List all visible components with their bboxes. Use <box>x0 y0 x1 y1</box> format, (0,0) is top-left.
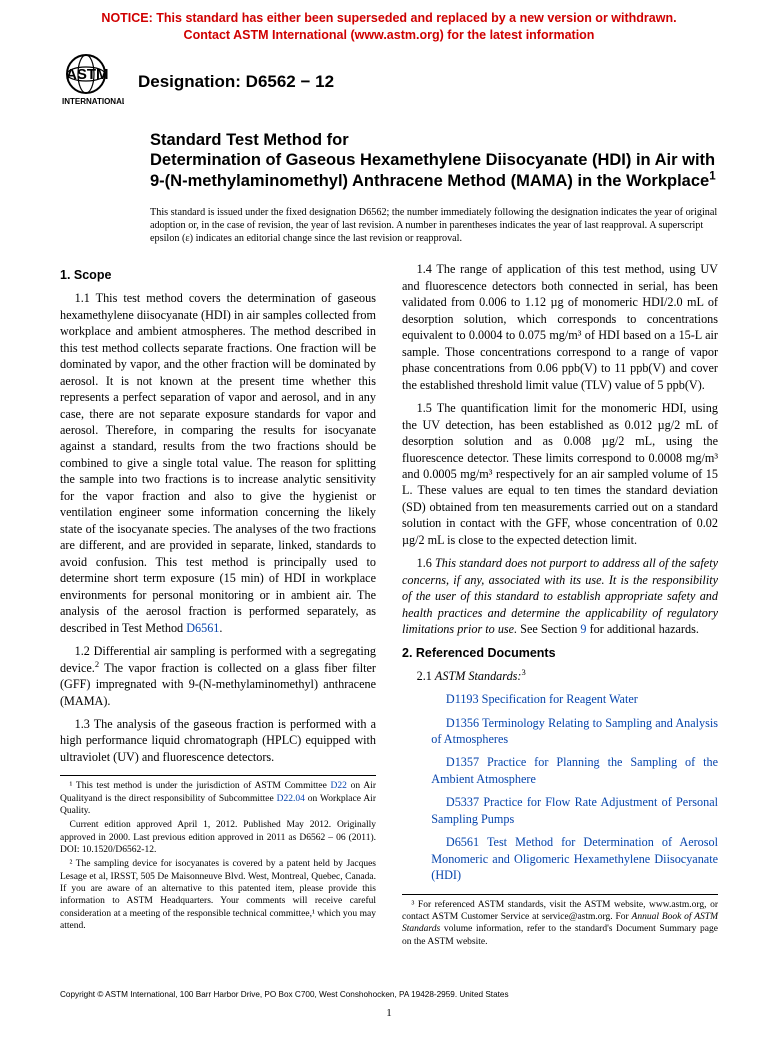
refs-heading: 2. Referenced Documents <box>402 645 718 662</box>
para-1-1-text: 1.1 This test method covers the determin… <box>60 291 376 634</box>
sup-3: 3 <box>521 667 525 677</box>
ref-d6561: D6561 Test Method for Determination of A… <box>402 834 718 883</box>
footnote-1b: Current edition approved April 1, 2012. … <box>60 819 376 856</box>
para-1-5: 1.5 The quantification limit for the mon… <box>402 400 718 548</box>
fn1-a: ¹ This test method is under the jurisdic… <box>70 781 331 791</box>
ref-d1356: D1356 Terminology Relating to Sampling a… <box>402 715 718 748</box>
footnote-3: ³ For referenced ASTM standards, visit t… <box>402 899 718 948</box>
ref-d5337: D5337 Practice for Flow Rate Adjustment … <box>402 794 718 827</box>
link-d22-04[interactable]: D22.04 <box>277 794 305 804</box>
para-1-6-a: 1.6 <box>417 556 435 570</box>
title-sup: 1 <box>709 171 715 183</box>
svg-text:ASTM: ASTM <box>66 66 109 83</box>
issuance-note: This standard is issued under the fixed … <box>0 196 778 256</box>
refs-sub: 2.1 ASTM Standards:3 <box>402 668 718 684</box>
para-1-6: 1.6 This standard does not purport to ad… <box>402 555 718 637</box>
title-block: Standard Test Method for Determination o… <box>0 112 778 196</box>
ref-code-2[interactable]: D1357 <box>446 755 479 769</box>
astm-logo: ASTM INTERNATIONAL <box>60 54 124 110</box>
para-1-6-b: See Section <box>517 622 580 636</box>
page-number: 1 <box>0 1007 778 1019</box>
para-1-1: 1.1 This test method covers the determin… <box>60 290 376 636</box>
ref-d1357: D1357 Practice for Planning the Sampling… <box>402 754 718 787</box>
title-main-text: Determination of Gaseous Hexamethylene D… <box>150 151 715 190</box>
body-columns: 1. Scope 1.1 This test method covers the… <box>0 255 778 958</box>
refs-sub-a: 2.1 <box>417 669 435 683</box>
ref-d1193: D1193 Specification for Reagent Water <box>402 691 718 707</box>
para-1-1-tail: . <box>219 621 222 635</box>
scope-heading: 1. Scope <box>60 267 376 284</box>
para-1-4: 1.4 The range of application of this tes… <box>402 261 718 393</box>
para-1-2-b: The vapor fraction is collected on a gla… <box>60 661 376 708</box>
ref-code-1[interactable]: D1356 <box>446 716 479 730</box>
svg-text:INTERNATIONAL: INTERNATIONAL <box>62 97 124 106</box>
ref-code-3[interactable]: D5337 <box>446 795 479 809</box>
para-1-2: 1.2 Differential air sampling is perform… <box>60 643 376 709</box>
para-1-3: 1.3 The analysis of the gaseous fraction… <box>60 716 376 765</box>
link-d6561[interactable]: D6561 <box>186 621 219 635</box>
para-1-6-c: for additional hazards. <box>587 622 699 636</box>
notice-line2: Contact ASTM International (www.astm.org… <box>184 28 595 42</box>
fn3-b: volume information, refer to the standar… <box>402 924 718 946</box>
refs-sub-ital: ASTM Standards: <box>435 669 522 683</box>
footnotes-left: ¹ This test method is under the jurisdic… <box>60 775 376 932</box>
ref-text-0[interactable]: Specification for Reagent Water <box>482 692 638 706</box>
footnote-2: ² The sampling device for isocyanates is… <box>60 858 376 932</box>
header: ASTM INTERNATIONAL Designation: D6562 − … <box>0 48 778 112</box>
copyright: Copyright © ASTM International, 100 Barr… <box>60 990 509 999</box>
footnotes-right: ³ For referenced ASTM standards, visit t… <box>402 894 718 948</box>
footnote-1a: ¹ This test method is under the jurisdic… <box>60 780 376 817</box>
notice-line1: NOTICE: This standard has either been su… <box>101 11 676 25</box>
notice-banner: NOTICE: This standard has either been su… <box>0 0 778 48</box>
title-main: Determination of Gaseous Hexamethylene D… <box>150 150 718 191</box>
ref-code-0[interactable]: D1193 <box>446 692 479 706</box>
link-d22[interactable]: D22 <box>331 781 347 791</box>
designation: Designation: D6562 − 12 <box>138 72 334 92</box>
title-kicker: Standard Test Method for <box>150 130 718 151</box>
ref-code-4[interactable]: D6561 <box>446 835 479 849</box>
